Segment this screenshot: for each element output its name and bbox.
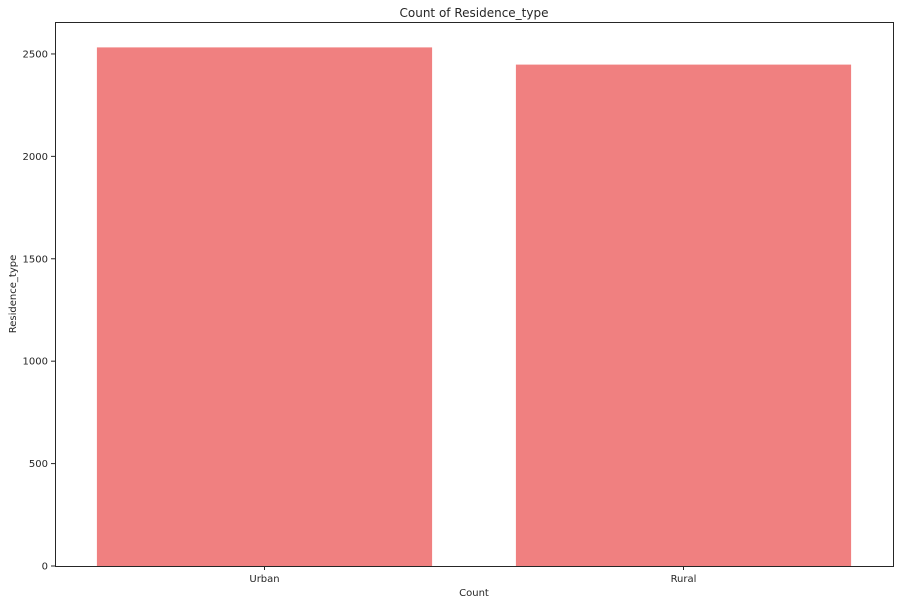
y-tick-label: 2500 <box>23 49 48 60</box>
y-tick-label: 1000 <box>23 357 48 368</box>
x-tick-label-urban: Urban <box>249 574 279 585</box>
x-axis-label: Count <box>459 588 489 599</box>
y-tick-label: 2000 <box>23 152 48 163</box>
bar-urban <box>97 47 432 566</box>
bar-rural <box>516 65 851 566</box>
y-tick-label: 1500 <box>23 254 48 265</box>
y-axis-label: Residence_type <box>8 255 19 333</box>
x-tick-label-rural: Rural <box>671 574 697 585</box>
y-tick-label: 0 <box>42 562 48 573</box>
y-tick-label: 500 <box>29 459 48 470</box>
chart-title: Count of Residence_type <box>400 6 549 20</box>
